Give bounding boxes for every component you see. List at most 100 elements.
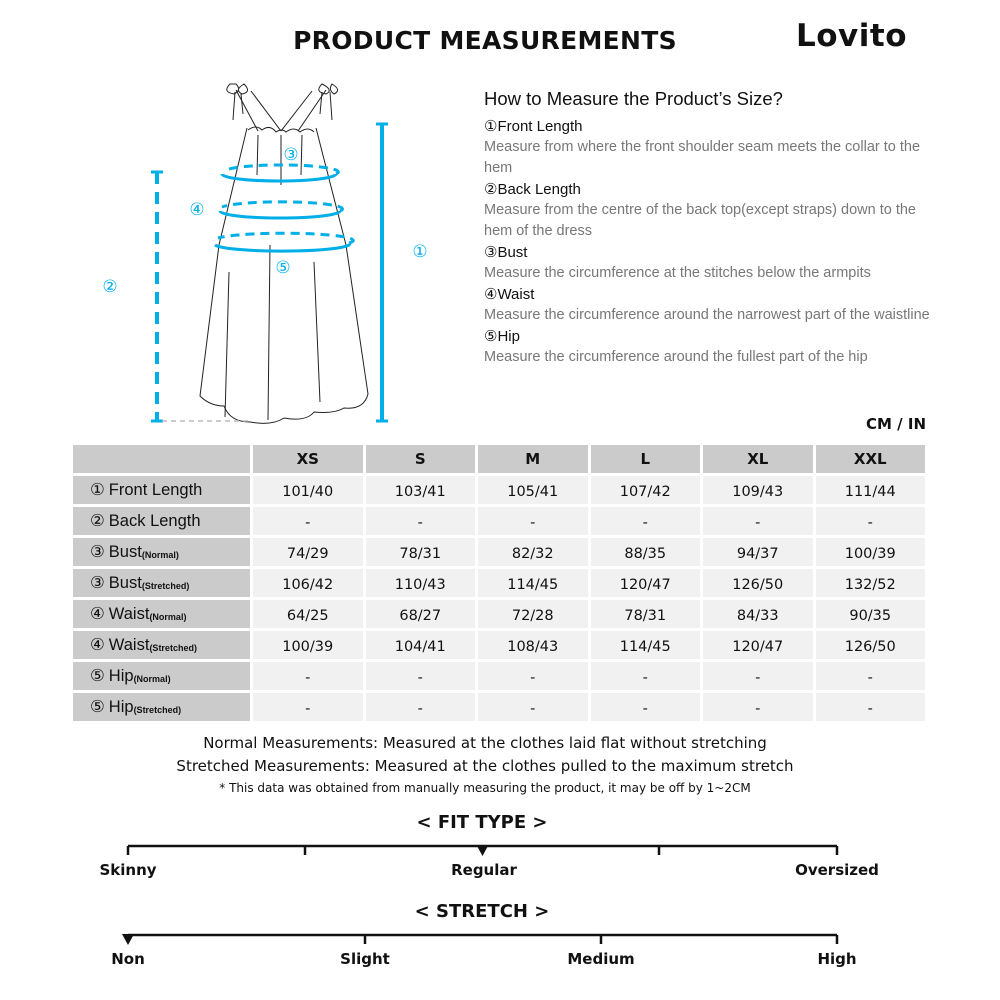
row-number: ⑤ bbox=[90, 698, 105, 716]
table-cell: 100/39 bbox=[253, 631, 363, 659]
measure-heading: ⑤Hip bbox=[484, 328, 520, 345]
fit-type-title: < FIT TYPE > bbox=[416, 812, 548, 833]
stretch-marker bbox=[122, 934, 134, 945]
row-name: Back Length bbox=[108, 511, 201, 530]
table-cell: - bbox=[815, 662, 925, 690]
table-cell: 101/40 bbox=[253, 476, 363, 504]
table-cell: 120/47 bbox=[703, 631, 813, 659]
table-cell: - bbox=[815, 693, 925, 721]
row-label: ④ Waist (Stretched) bbox=[73, 631, 250, 659]
table-cell: - bbox=[365, 693, 475, 721]
row-name: Hip bbox=[108, 666, 134, 685]
table-cell: - bbox=[590, 662, 700, 690]
table-cell: 82/32 bbox=[478, 538, 588, 566]
table-cell: 132/52 bbox=[815, 569, 925, 597]
table-cell: - bbox=[253, 507, 363, 535]
table-cell: 103/41 bbox=[365, 476, 475, 504]
size-header: XL bbox=[703, 445, 813, 473]
row-number: ② bbox=[90, 512, 105, 530]
row-number: ④ bbox=[90, 605, 105, 623]
table-cell: 109/43 bbox=[703, 476, 813, 504]
table-cell: - bbox=[365, 662, 475, 690]
row-label: ② Back Length bbox=[73, 507, 250, 535]
row-number: ① bbox=[90, 481, 105, 499]
row-label: ⑤ Hip (Normal) bbox=[73, 662, 250, 690]
brand-logo: Lovito bbox=[796, 18, 908, 54]
table-cell: 126/50 bbox=[815, 631, 925, 659]
measure-description: Measure the circumference at the stitche… bbox=[484, 265, 871, 281]
size-header: M bbox=[478, 445, 588, 473]
measure-description: Measure the circumference around the nar… bbox=[484, 307, 930, 323]
table-cell: 88/35 bbox=[590, 538, 700, 566]
table-cell: 94/37 bbox=[703, 538, 813, 566]
row-name: Bust bbox=[108, 542, 142, 561]
how-to-measure: How to Measure the Product’s Size? ①Fron… bbox=[484, 88, 934, 368]
table-cell: 90/35 bbox=[815, 600, 925, 628]
dress-diagram: ① ② ③ ④ ⑤ bbox=[102, 83, 428, 424]
table-cell: 100/39 bbox=[815, 538, 925, 566]
table-cell: 114/45 bbox=[590, 631, 700, 659]
row-label: ① Front Length bbox=[73, 476, 250, 504]
table-cell: - bbox=[590, 507, 700, 535]
row-name: Front Length bbox=[108, 480, 203, 499]
row-number: ⑤ bbox=[90, 667, 105, 685]
page-title: PRODUCT MEASUREMENTS bbox=[293, 26, 677, 55]
measure-heading: ③Bust bbox=[484, 244, 528, 261]
table-cell: - bbox=[253, 693, 363, 721]
table-cell: - bbox=[815, 507, 925, 535]
table-cell: - bbox=[703, 693, 813, 721]
table-cell: 64/25 bbox=[253, 600, 363, 628]
measure-lines bbox=[151, 122, 388, 423]
front-length-marker: ① bbox=[412, 242, 427, 262]
table-cell: 74/29 bbox=[253, 538, 363, 566]
fit-type-scale bbox=[126, 844, 839, 855]
table-cell: - bbox=[703, 662, 813, 690]
row-number: ③ bbox=[90, 574, 105, 592]
stretch-scale bbox=[128, 933, 839, 944]
row-sub: (Normal) bbox=[133, 674, 171, 684]
table-cell: 78/31 bbox=[365, 538, 475, 566]
table-cell: 114/45 bbox=[478, 569, 588, 597]
row-label: ⑤ Hip (Stretched) bbox=[73, 693, 250, 721]
measure-description: Measure from the centre of the back top(… bbox=[484, 202, 916, 239]
table-cell: 72/28 bbox=[478, 600, 588, 628]
row-name: Waist bbox=[108, 604, 150, 623]
table-cell: - bbox=[478, 693, 588, 721]
note-disclaimer: * This data was obtained from manually m… bbox=[219, 781, 751, 795]
row-number: ④ bbox=[90, 636, 105, 654]
row-label: ④ Waist (Normal) bbox=[73, 600, 250, 628]
waist-ellipse bbox=[218, 200, 344, 220]
fit-type-label: Skinny bbox=[99, 861, 157, 879]
row-name: Bust bbox=[108, 573, 142, 592]
waist-marker: ④ bbox=[189, 200, 204, 220]
measure-heading: ①Front Length bbox=[484, 118, 583, 135]
table-cell: 126/50 bbox=[703, 569, 813, 597]
row-label: ③ Bust (Normal) bbox=[73, 538, 250, 566]
table-cell: 68/27 bbox=[365, 600, 475, 628]
size-header: S bbox=[365, 445, 475, 473]
note-normal: Normal Measurements: Measured at the clo… bbox=[203, 734, 767, 752]
stretch-title: < STRETCH > bbox=[414, 901, 550, 922]
measure-description: Measure from where the front shoulder se… bbox=[484, 139, 921, 176]
size-header: L bbox=[590, 445, 700, 473]
how-to-title: How to Measure the Product’s Size? bbox=[484, 88, 783, 109]
table-cell: 107/42 bbox=[590, 476, 700, 504]
table-cell: - bbox=[703, 507, 813, 535]
note-stretched: Stretched Measurements: Measured at the … bbox=[176, 757, 794, 775]
row-sub: (Normal) bbox=[149, 612, 187, 622]
measure-heading: ④Waist bbox=[484, 286, 535, 303]
table-cell: 104/41 bbox=[365, 631, 475, 659]
table-cell: 108/43 bbox=[478, 631, 588, 659]
stretch-label: High bbox=[817, 950, 857, 968]
row-sub: (Stretched) bbox=[141, 581, 190, 591]
fit-type-label: Oversized bbox=[795, 861, 879, 879]
bust-marker: ③ bbox=[283, 145, 298, 165]
hip-marker: ⑤ bbox=[275, 258, 290, 278]
table-cell: - bbox=[590, 693, 700, 721]
stretch-label: Medium bbox=[567, 950, 635, 968]
row-name: Waist bbox=[108, 635, 150, 654]
table-cell: - bbox=[478, 507, 588, 535]
dress-drawing bbox=[199, 83, 369, 424]
table-cell: 78/31 bbox=[590, 600, 700, 628]
table-cell: - bbox=[478, 662, 588, 690]
